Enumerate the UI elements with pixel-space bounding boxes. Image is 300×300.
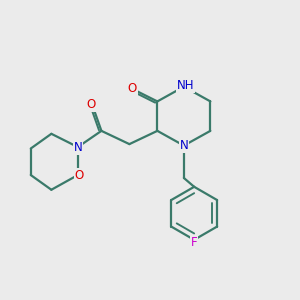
- Text: N: N: [74, 141, 82, 154]
- Text: O: O: [86, 98, 96, 111]
- Text: N: N: [179, 139, 188, 152]
- Text: O: O: [75, 169, 84, 182]
- Text: NH: NH: [177, 79, 194, 92]
- Text: O: O: [128, 82, 137, 95]
- Text: F: F: [191, 236, 197, 249]
